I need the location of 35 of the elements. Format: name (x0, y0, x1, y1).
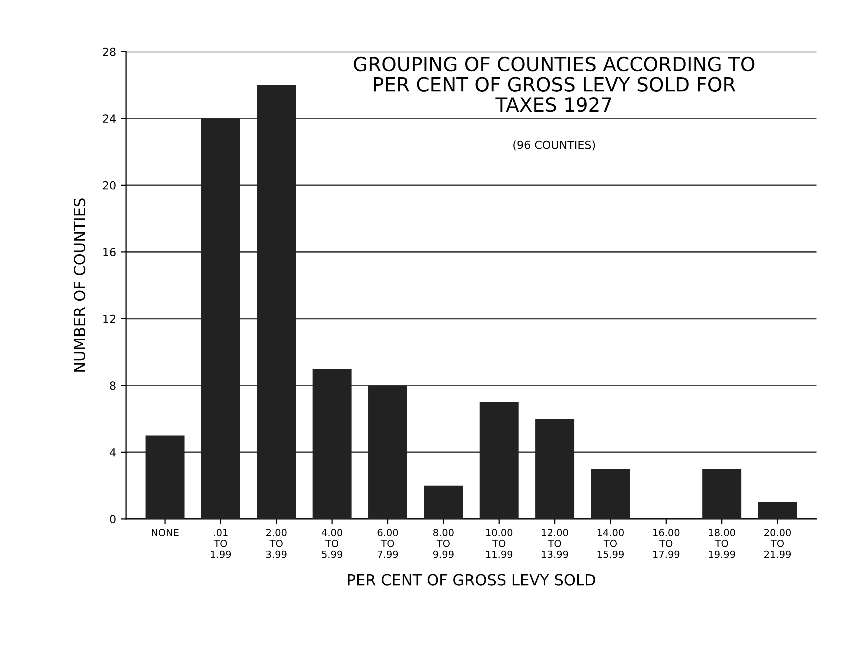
y-tick-label: 4 (110, 448, 116, 457)
bar (480, 402, 519, 520)
bar (312, 369, 352, 520)
x-tick-label: 12.00 TO 13.99 (542, 529, 568, 558)
x-tick-label: 16.00 TO 17.99 (654, 529, 680, 558)
y-tick-label: 0 (110, 515, 116, 524)
x-tick-label: 4.00 TO 5.99 (322, 529, 342, 558)
x-tick-label: 2.00 TO 3.99 (266, 529, 287, 558)
bar (257, 85, 296, 520)
bar (536, 419, 575, 520)
y-tick-label: 28 (103, 48, 116, 56)
x-tick-label: 14.00 TO 15.99 (598, 529, 624, 558)
bar (702, 469, 742, 520)
y-tick-label: 8 (110, 382, 116, 390)
x-tick-label: 8.00 TO 9.99 (433, 529, 454, 558)
y-tick-label: 16 (104, 248, 116, 257)
x-tick-label: 18.00 TO 19.99 (709, 529, 736, 558)
bar (201, 118, 240, 520)
y-axis-title: NUMBER OF COUNTIES (74, 198, 86, 372)
bar (758, 502, 798, 520)
bar (591, 469, 630, 520)
x-tick-label: 20.00 TO 21.99 (764, 529, 792, 558)
y-tick-label: 12 (104, 314, 116, 324)
text: (96 COUNTIES) (514, 140, 596, 151)
x-tick-label: .01 TO 1.99 (211, 529, 232, 558)
text: GROUPING OF COUNTIES ACCORDING TO PER CENT OF GROSS LEVY SOLD FOR TAXES 1927 (354, 56, 755, 112)
x-tick-label: NONE (152, 529, 179, 536)
bar (146, 436, 185, 520)
bar (368, 386, 408, 520)
bar (424, 486, 464, 520)
x-axis-title: PER CENT OF GROSS LEVY SOLD (348, 574, 596, 586)
x-tick-label: 6.00 TO 7.99 (378, 529, 398, 558)
y-tick-label: 24 (103, 114, 116, 123)
x-tick-label: 10.00 TO 11.99 (486, 529, 513, 558)
y-tick-label: 20 (103, 181, 116, 190)
